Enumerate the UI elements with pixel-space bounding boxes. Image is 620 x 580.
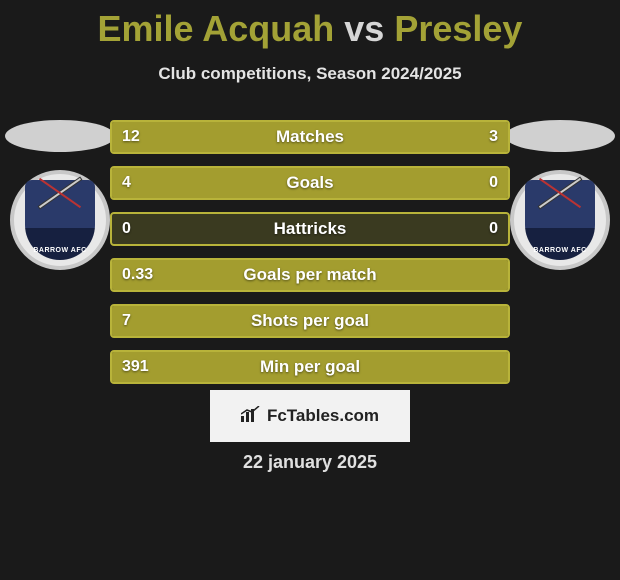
crest-shield-icon: BARROW AFC: [525, 180, 595, 260]
stat-bar-row: 12Matches3: [110, 120, 510, 154]
crest-label: BARROW AFC: [525, 247, 595, 254]
player1-name: Emile Acquah: [98, 8, 335, 49]
stat-value-right: 0: [489, 168, 498, 198]
player2-avatar-placeholder: [505, 120, 615, 152]
chart-icon: [241, 406, 261, 427]
stat-label: Goals: [112, 168, 508, 198]
comparison-title: Emile Acquah vs Presley: [0, 0, 620, 50]
stat-label: Goals per match: [112, 260, 508, 290]
stat-bar-row: 4Goals0: [110, 166, 510, 200]
date-text: 22 january 2025: [0, 452, 620, 473]
player2-club-crest: BARROW AFC: [510, 170, 610, 270]
stat-bar-row: 7Shots per goal: [110, 304, 510, 338]
stat-label: Min per goal: [112, 352, 508, 382]
player2-name: Presley: [394, 8, 522, 49]
subtitle: Club competitions, Season 2024/2025: [0, 64, 620, 84]
crest-label: BARROW AFC: [25, 247, 95, 254]
stat-bar-row: 0.33Goals per match: [110, 258, 510, 292]
stat-label: Hattricks: [112, 214, 508, 244]
player1-avatar-placeholder: [5, 120, 115, 152]
stat-value-right: 3: [489, 122, 498, 152]
stat-label: Shots per goal: [112, 306, 508, 336]
stat-value-right: 0: [489, 214, 498, 244]
vs-text: vs: [344, 8, 384, 49]
watermark: FcTables.com: [210, 390, 410, 442]
crest-shield-icon: BARROW AFC: [25, 180, 95, 260]
stat-bar-row: 391Min per goal: [110, 350, 510, 384]
stat-label: Matches: [112, 122, 508, 152]
stat-bars-container: 12Matches34Goals00Hattricks00.33Goals pe…: [110, 120, 510, 396]
watermark-text: FcTables.com: [267, 406, 379, 426]
player1-club-crest: BARROW AFC: [10, 170, 110, 270]
stat-bar-row: 0Hattricks0: [110, 212, 510, 246]
